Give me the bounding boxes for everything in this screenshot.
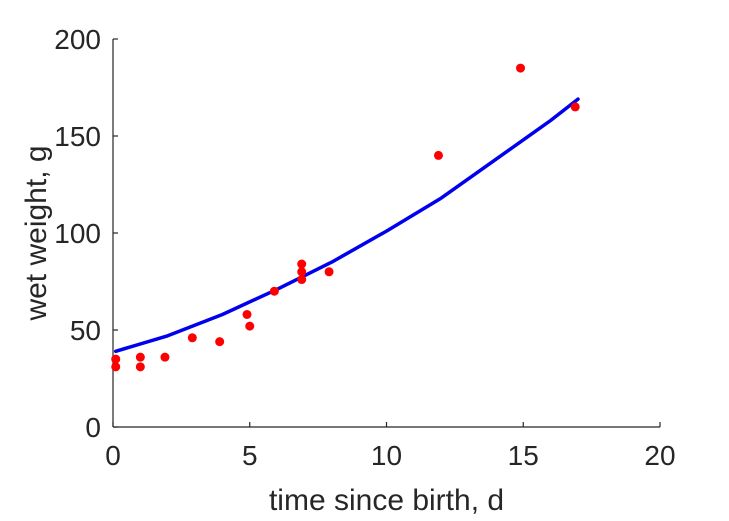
data-point	[324, 267, 334, 277]
y-tick-label: 50	[70, 315, 101, 346]
data-point	[433, 150, 443, 160]
data-points	[111, 63, 580, 372]
data-point	[297, 259, 307, 269]
y-tick-label: 100	[54, 218, 101, 249]
data-point	[516, 63, 526, 73]
fit-line	[113, 97, 580, 354]
data-point	[160, 352, 170, 362]
y-tick-label: 0	[85, 412, 101, 443]
data-point	[135, 362, 145, 372]
data-point	[297, 275, 307, 285]
data-point	[215, 337, 225, 347]
fit-curve	[113, 97, 580, 354]
x-tick-label: 15	[508, 440, 539, 471]
data-point	[297, 267, 307, 277]
x-axis-label: time since birth, d	[269, 484, 504, 517]
y-tick-label: 150	[54, 121, 101, 152]
data-point	[245, 321, 255, 331]
x-tick-label: 20	[644, 440, 675, 471]
x-tick-label: 5	[242, 440, 258, 471]
x-tick-label: 0	[105, 440, 121, 471]
data-point	[570, 102, 580, 112]
x-tick-label: 10	[371, 440, 402, 471]
data-point	[111, 362, 121, 372]
data-point	[111, 354, 121, 364]
data-point	[135, 352, 145, 362]
data-point	[242, 309, 252, 319]
y-axis-ticks: 0 50 100 150 200	[54, 24, 118, 443]
x-axis-ticks: 0 5 10 15 20	[105, 422, 676, 471]
y-tick-label: 200	[54, 24, 101, 55]
y-axis-label: wet weight, g	[20, 145, 53, 321]
data-point	[269, 286, 279, 296]
data-point	[187, 333, 197, 343]
